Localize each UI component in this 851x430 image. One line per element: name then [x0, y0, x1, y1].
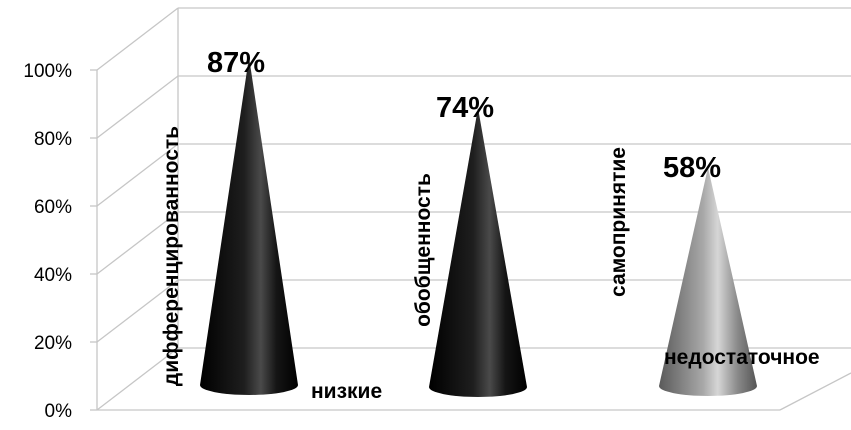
y-tick-label: 80% [34, 129, 72, 150]
gridlines [96, 75, 851, 343]
value-labels: 87% 74% 58% [207, 47, 721, 184]
value-label: 58% [663, 152, 721, 184]
y-tick-label: 40% [34, 265, 72, 286]
cone-bar [429, 108, 527, 398]
y-tick-label: 100% [23, 61, 72, 82]
value-label: 74% [436, 92, 494, 124]
gridline-diagonal [96, 279, 179, 343]
cone-bar [659, 167, 757, 396]
y-tick-label: 20% [34, 333, 72, 354]
y-axis-ticks: 0% 20% 40% 60% 80% 100% [23, 61, 97, 422]
gridline-diagonal [96, 143, 179, 207]
y-tick-label: 0% [45, 401, 73, 422]
cone-bar [200, 57, 298, 395]
annotation-insufficient: недостаточное [664, 346, 820, 369]
category-labels: дифференцированность обобщенность самоприн… [160, 126, 630, 386]
gridline-diagonal [96, 211, 179, 275]
gridline-diagonal [96, 75, 179, 139]
y-tick-label: 60% [34, 197, 72, 218]
cones [200, 57, 757, 398]
annotation-low: низкие [311, 380, 382, 403]
category-label: обобщенность [412, 173, 435, 327]
category-label: самопринятие [607, 147, 630, 297]
value-label: 87% [207, 47, 265, 79]
category-label: дифференцированность [160, 126, 183, 386]
